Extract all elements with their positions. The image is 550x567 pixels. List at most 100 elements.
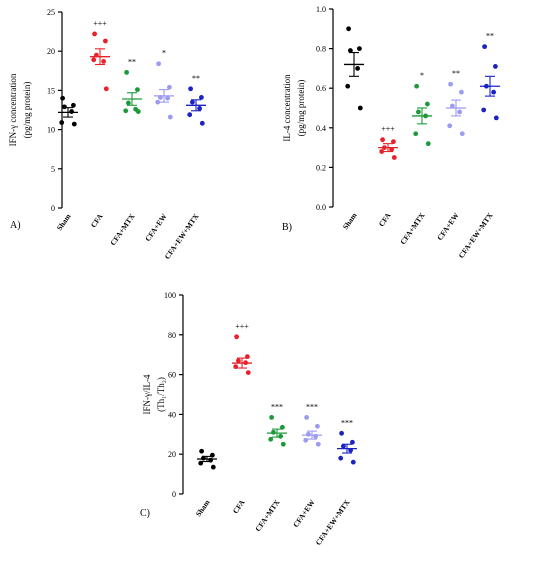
data-point [124,69,129,75]
data-point [199,120,205,126]
data-point [103,86,109,92]
data-point [306,431,311,437]
x-category-label-cfa: CFA [231,498,247,516]
data-point [156,61,162,67]
data-point [345,83,351,89]
data-point [123,108,129,114]
x-category-label-cfa-plus-ew-plus-mtx: CFA+EW+MTX [163,212,201,261]
data-point [269,414,274,420]
y-tick-label: 60 [168,371,176,380]
x-category-label-sham: Sham [194,497,212,518]
data-point [303,437,309,443]
y-tick-label: 0.8 [316,45,326,54]
data-point [62,104,67,110]
y-tick-label: 25 [47,8,55,17]
data-point [391,155,397,160]
data-point [188,86,194,92]
significance-annotation: +++ [93,19,107,28]
x-category-label-sham: Sham [341,210,359,231]
y-axis-label: (Th₁/Th₂) [156,377,166,412]
significance-annotation: ** [486,32,494,41]
x-category-label-cfa-plus-ew: CFA+EW [143,212,169,243]
data-point [380,137,385,143]
data-point [482,44,487,50]
data-point [339,430,344,436]
y-tick-label: 1.0 [316,5,326,14]
y-tick-label: 80 [168,331,176,340]
x-category-label-cfa-plus-ew-plus-mtx: CFA+EW+MTX [457,211,495,260]
data-point [271,429,276,435]
data-point [457,109,462,115]
y-tick-label: 0.0 [316,203,326,212]
data-point [491,89,496,95]
x-category-label-cfa-plus-mtx: CFA+MTX [253,498,282,534]
data-point [155,99,161,105]
data-point [341,443,346,449]
data-point [379,149,385,154]
data-point [59,120,65,125]
significance-annotation: ** [128,57,136,66]
data-point [71,102,76,108]
significance-annotation: ** [192,74,200,83]
group-cfa-plus-mtx: * [412,71,432,147]
x-category-label-cfa: CFA [377,211,393,229]
data-point [268,436,274,442]
data-point [355,66,360,71]
data-point [389,147,394,152]
x-category-label-sham: Sham [55,211,73,232]
group-cfa-plus-ew-plus-mtx: *** [337,418,357,465]
data-point [190,99,195,105]
y-tick-label: 0.4 [316,124,326,133]
data-point [103,38,108,44]
data-point [348,48,353,53]
x-category-label-cfa: CFA [89,212,105,230]
data-point [448,81,453,87]
data-point [391,139,396,145]
x-category-label-cfa-plus-mtx: CFA+MTX [108,212,137,248]
y-tick-label: 5 [51,165,55,174]
data-point [357,105,363,111]
y-tick-label: 20 [168,450,176,459]
group-cfa-plus-ew: *** [302,402,322,447]
y-axis-label: (pg/mg protein) [22,82,32,139]
data-point [199,448,205,454]
data-point [413,131,419,137]
x-category-label-cfa-plus-ew: CFA+EW [435,211,461,242]
y-tick-label: 0.2 [316,163,326,172]
data-point [493,64,498,69]
data-point [280,424,285,430]
data-point [493,115,499,121]
data-point [60,95,65,101]
data-point [199,95,204,100]
data-point [315,423,320,429]
group-cfa: +++ [232,322,252,376]
data-point [350,459,356,465]
significance-annotation: *** [271,402,283,411]
data-point [425,101,430,107]
x-category-label-cfa-plus-ew: CFA+EW [291,498,317,529]
significance-annotation: *** [306,402,318,411]
data-point [167,84,172,90]
data-point [459,89,464,95]
group-cfa-plus-ew-plus-mtx: ** [186,74,206,126]
data-point [346,26,351,32]
data-point [101,58,106,64]
data-point [414,83,419,89]
data-point [416,109,421,115]
panel-a-ifn-gamma: 0 5 10 15 20 25 IFN-γ concentration (pg/mg prot… [8,8,206,261]
x-category-label-cfa-plus-ew-plus-mtx: CFA+EW+MTX [314,498,352,547]
data-point [233,364,239,370]
data-point [425,141,431,147]
group-sham [197,448,217,470]
group-sham [58,95,78,127]
panel-b-il-4: 0.0 0.2 0.4 0.6 0.8 1.0 IL-4 concentration (pg/… [282,5,500,260]
data-point [135,87,140,93]
data-point [165,95,171,101]
y-tick-label: 15 [47,86,55,95]
group-cfa: +++ [378,125,398,160]
y-tick-label: 10 [47,126,55,135]
y-tick-label: 0 [51,204,55,213]
x-category-label-cfa-plus-mtx: CFA+MTX [398,211,427,247]
panel-label: A) [10,220,21,231]
